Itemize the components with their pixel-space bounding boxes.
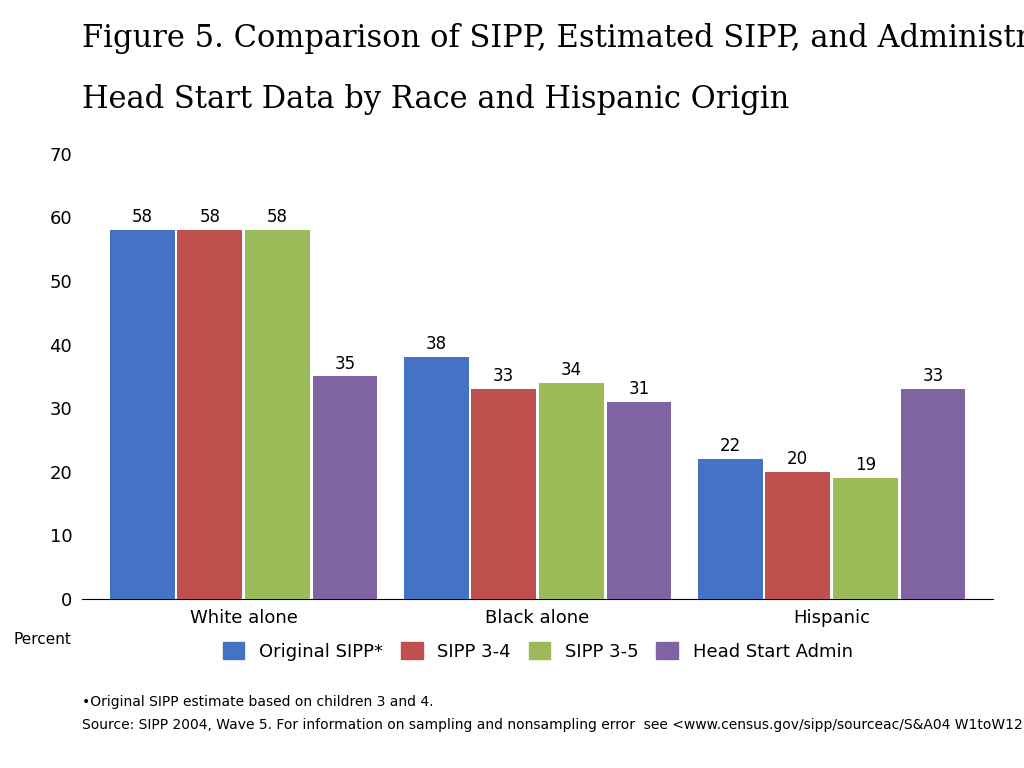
Bar xyxy=(766,472,830,599)
Text: 34: 34 xyxy=(561,361,582,379)
Bar xyxy=(110,230,174,599)
Bar xyxy=(245,230,309,599)
Legend: Original SIPP*, SIPP 3-4, SIPP 3-5, Head Start Admin: Original SIPP*, SIPP 3-4, SIPP 3-5, Head… xyxy=(215,635,860,668)
Text: 20: 20 xyxy=(787,450,808,468)
Text: 35: 35 xyxy=(335,355,355,372)
Text: •Original SIPP estimate based on children 3 and 4.: •Original SIPP estimate based on childre… xyxy=(82,695,433,709)
Bar xyxy=(834,478,898,599)
Text: Head Start Data by Race and Hispanic Origin: Head Start Data by Race and Hispanic Ori… xyxy=(82,84,790,115)
Bar xyxy=(403,357,469,599)
Text: 38: 38 xyxy=(426,336,446,353)
Bar xyxy=(471,389,537,599)
Text: Source: SIPP 2004, Wave 5. For information on sampling and nonsampling error  se: Source: SIPP 2004, Wave 5. For informati… xyxy=(82,718,1024,732)
Text: 31: 31 xyxy=(629,380,649,398)
Bar xyxy=(177,230,242,599)
Text: 22: 22 xyxy=(720,437,740,455)
Bar xyxy=(697,459,763,599)
Text: 33: 33 xyxy=(923,367,944,386)
Text: Percent: Percent xyxy=(13,633,72,647)
Text: Figure 5. Comparison of SIPP, Estimated SIPP, and Administrative: Figure 5. Comparison of SIPP, Estimated … xyxy=(82,23,1024,54)
Text: 58: 58 xyxy=(132,208,153,226)
Text: 33: 33 xyxy=(494,367,514,386)
Text: 58: 58 xyxy=(200,208,220,226)
Bar xyxy=(901,389,966,599)
Bar xyxy=(312,376,378,599)
Bar xyxy=(606,402,672,599)
Bar xyxy=(539,382,604,599)
Text: 58: 58 xyxy=(267,208,288,226)
Text: 19: 19 xyxy=(855,456,876,475)
